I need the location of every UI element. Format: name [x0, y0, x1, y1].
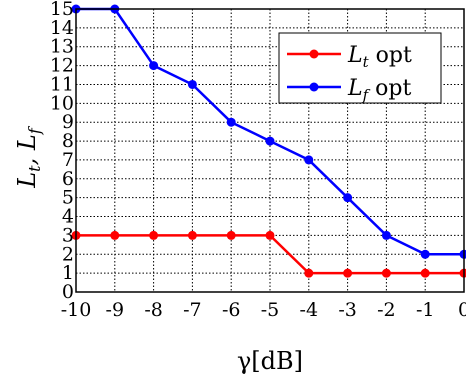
series-layer	[71, 4, 466, 278]
y-tick-label: 11	[50, 73, 74, 95]
x-tick-label: -10	[61, 299, 92, 321]
y-tick-label: 15	[50, 0, 74, 20]
plot-frame	[75, 8, 465, 293]
y-tick-label: 10	[50, 92, 74, 114]
data-point-0	[381, 268, 391, 278]
x-tick-label: 0	[458, 299, 466, 321]
data-point-0	[187, 230, 197, 240]
x-tick-label: -2	[377, 299, 396, 321]
data-point-1	[149, 61, 159, 71]
data-point-1	[226, 117, 236, 127]
data-point-0	[265, 230, 275, 240]
legend-box	[278, 32, 442, 104]
x-tick-label: -9	[106, 299, 125, 321]
data-point-0	[304, 268, 314, 278]
y-tick-label: 3	[62, 224, 74, 246]
tick-labels: -10 -9 -8 -7 -6 -5 -4 -3 -2 -1 0012345678910111213…	[50, 0, 466, 321]
y-tick-label: 1	[62, 262, 74, 284]
y-tick-label: 2	[62, 243, 74, 265]
y-tick-label: 5	[62, 187, 74, 209]
data-point-1	[304, 155, 314, 165]
legend-marker-lt	[309, 49, 319, 59]
data-point-1	[381, 230, 391, 240]
y-axis-label: Lt, Lf	[13, 125, 44, 189]
x-tick-label: -4	[300, 299, 319, 321]
data-point-1	[459, 249, 466, 259]
data-point-0	[149, 230, 159, 240]
x-tick-label: -7	[183, 299, 202, 321]
y-tick-label: 14	[50, 17, 74, 39]
x-tick-label: -5	[261, 299, 280, 321]
x-axis-label: γ[dB]	[237, 347, 303, 375]
data-point-1	[420, 249, 430, 259]
y-tick-label: 4	[62, 206, 74, 228]
data-point-0	[226, 230, 236, 240]
data-point-0	[459, 268, 466, 278]
legend-label-lt: Lt opt	[347, 43, 412, 71]
x-tick-label: -3	[338, 299, 357, 321]
y-tick-label: 9	[62, 111, 74, 133]
data-point-0	[420, 268, 430, 278]
y-tick-label: 7	[62, 149, 74, 171]
y-tick-label: 8	[62, 130, 74, 152]
x-tick-label: -8	[144, 299, 163, 321]
x-tick-label: -6	[222, 299, 241, 321]
legend: Lt opt Lf opt	[278, 32, 442, 104]
data-point-0	[110, 230, 120, 240]
x-tick-label: -1	[416, 299, 435, 321]
y-tick-label: 0	[62, 281, 74, 303]
legend-label-lf: Lf opt	[347, 76, 411, 104]
y-tick-label: 12	[50, 55, 74, 77]
data-point-0	[343, 268, 353, 278]
data-point-1	[187, 79, 197, 89]
y-tick-label: 13	[50, 36, 74, 58]
y-tick-label: 6	[62, 168, 74, 190]
data-point-1	[343, 193, 353, 203]
legend-marker-lf	[309, 82, 319, 92]
data-point-1	[265, 136, 275, 146]
